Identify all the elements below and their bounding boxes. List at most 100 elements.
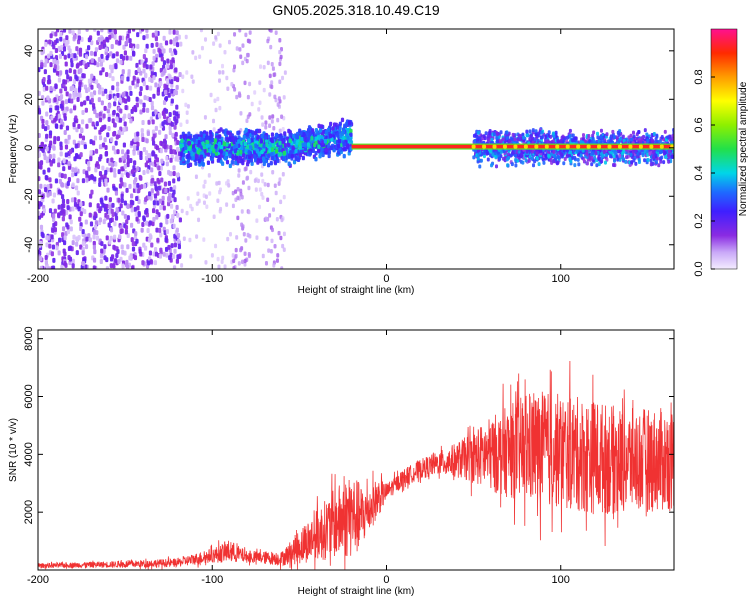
spectrogram-cell <box>148 191 152 197</box>
spectrogram-cell <box>132 165 136 171</box>
spectrogram-cell <box>586 161 590 166</box>
spectrogram-cell <box>188 162 193 168</box>
spectrogram-cell <box>159 204 163 210</box>
spectrogram-cell <box>259 139 264 144</box>
spectrogram-cell <box>287 153 292 159</box>
spectrogram-cell <box>486 151 490 156</box>
spectrogram-cell <box>141 137 145 143</box>
spectrogram-cell <box>191 155 195 161</box>
spectrogram-cell <box>66 198 70 204</box>
spectrogram-cell <box>486 134 490 139</box>
spectrogram-cell <box>43 69 47 75</box>
spectrogram-cell <box>71 258 75 264</box>
spectrogram-cell <box>337 144 341 149</box>
spectrogram-cell <box>119 59 123 65</box>
spectrogram-cell <box>48 39 52 45</box>
spectrogram-cell <box>266 197 270 203</box>
spectrogram-cell <box>143 245 148 251</box>
spectrogram-cell <box>268 148 272 153</box>
spectrogram-cell <box>187 131 191 137</box>
spectrogram-cell <box>170 243 174 249</box>
spectrogram-cell <box>568 157 572 162</box>
spectrogram-cell <box>93 176 97 182</box>
spectrogram-cell <box>659 144 664 149</box>
spectrogram-cell <box>47 53 51 59</box>
spectrogram-cell <box>596 135 600 140</box>
spectrogram-cell <box>136 141 140 147</box>
spectrogram-cell <box>278 128 282 134</box>
spectrogram-cell <box>264 120 268 125</box>
spectrogram-cell <box>152 55 156 61</box>
spectrogram-cell <box>521 160 525 165</box>
spectrogram-cell <box>245 52 249 58</box>
spectrogram-cell <box>272 126 276 131</box>
spectrogram-cell <box>177 176 181 182</box>
spectrogram-cell <box>116 92 120 98</box>
spectrogram-cell <box>57 77 62 83</box>
spectrogram-cell <box>546 139 550 144</box>
spectrogram-cell <box>270 238 274 244</box>
spectrogram-cell <box>118 157 122 163</box>
spectrogram-cell <box>159 80 163 86</box>
spectrogram-cell <box>524 158 528 163</box>
spectrogram-cell <box>113 221 117 227</box>
spectrogram-cell <box>142 107 146 113</box>
spectrogram-cell <box>257 152 262 157</box>
spectrogram-cell <box>104 150 109 156</box>
spectrogram-cell <box>570 156 574 161</box>
spectrogram-cell <box>84 63 89 69</box>
spectrogram-cell <box>236 195 240 201</box>
spectrogram-cell <box>476 130 480 135</box>
spectrogram-cell <box>617 144 622 149</box>
spectrogram-cell <box>62 211 66 217</box>
spectrogram-cell <box>185 210 189 216</box>
spectrogram-cell <box>105 55 109 61</box>
spectrogram-cell <box>218 70 222 75</box>
spectrogram-cell <box>63 235 67 241</box>
spectrogram-cell <box>129 199 134 205</box>
spectrogram-cell <box>57 250 61 256</box>
spectrogram-cell <box>170 51 174 57</box>
spectrogram-cell <box>172 253 176 259</box>
spectrogram-cell <box>482 144 487 149</box>
spectrogram-cell <box>174 67 178 73</box>
spectrogram-cell <box>253 149 257 155</box>
spectrogram-cell <box>609 134 613 139</box>
spectrogram-cell <box>521 132 525 137</box>
spectrogram-cell <box>59 31 63 37</box>
spectrogram-cell <box>150 100 154 106</box>
spectrogram-cell <box>51 244 56 250</box>
spectrogram-cell <box>172 165 176 171</box>
spectrogram-cell <box>77 206 81 212</box>
spectrogram-cell <box>89 91 93 97</box>
spectrogram-cell <box>52 153 56 159</box>
spectrogram-cell <box>218 78 222 83</box>
spectrogram-cell <box>121 69 125 75</box>
spectrogram-cell <box>185 110 189 115</box>
spectrogram-cell <box>171 192 175 198</box>
spectrogram-cell <box>279 235 283 241</box>
spectrogram-cell <box>158 227 162 233</box>
spectrogram-cell <box>68 68 72 74</box>
spectrogram-cell <box>61 226 66 232</box>
spectrogram-cell <box>73 156 77 162</box>
spectrogram-cell <box>550 152 554 157</box>
spectrogram-cell <box>329 121 333 127</box>
spectrogram-cell <box>91 102 96 108</box>
spectrogram-cell <box>247 149 251 155</box>
spectrogram-cell <box>120 181 124 187</box>
spectrogram-cell <box>105 257 109 263</box>
spectrogram-cell <box>51 227 55 233</box>
spectrogram-cell <box>47 75 51 81</box>
spectrogram-cell <box>343 123 347 129</box>
spectrogram-cell <box>126 76 130 82</box>
spectrogram-cell <box>86 95 90 101</box>
spectrogram-cell <box>649 144 654 149</box>
spectrogram-cell <box>129 157 133 163</box>
spectrogram-cell <box>625 155 629 160</box>
spectrogram-cell <box>197 158 201 164</box>
spectrogram-cell <box>163 144 167 150</box>
spectrogram-cell <box>148 250 153 256</box>
spectrogram-cell <box>201 141 205 146</box>
spectrogram-cell <box>135 62 139 68</box>
